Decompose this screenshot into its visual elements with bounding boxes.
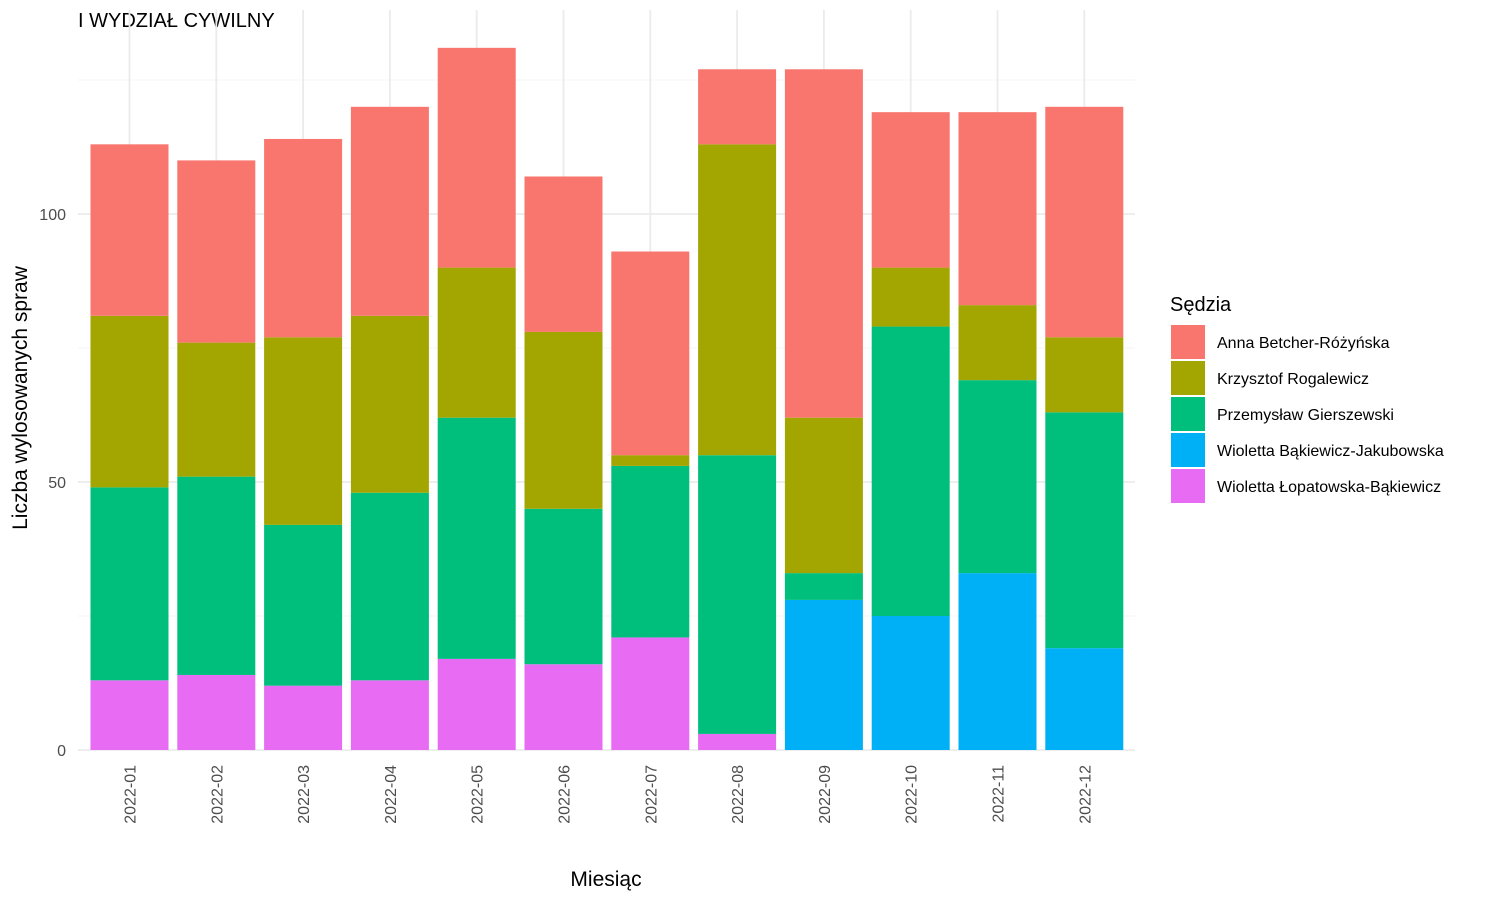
bar-segment	[524, 331, 603, 509]
bar-segment	[1045, 337, 1124, 413]
bar-segment	[264, 685, 343, 750]
y-tick-label: 50	[48, 475, 66, 492]
bar-segment	[784, 599, 863, 750]
bar-segment	[698, 733, 777, 750]
legend-label: Krzysztof Rogalewicz	[1217, 371, 1369, 388]
bar-segment	[698, 455, 777, 734]
x-tick-label: 2022-03	[296, 765, 313, 824]
y-axis-title: Liczba wylosowanych spraw	[9, 265, 32, 530]
bar-segment	[958, 380, 1037, 574]
x-tick-label: 2022-02	[209, 765, 226, 824]
bar-segment	[90, 487, 169, 681]
bar-segment	[437, 267, 516, 418]
x-axis-title: Miesiąc	[570, 868, 641, 891]
bar-segment	[611, 637, 690, 750]
legend-swatch	[1171, 397, 1205, 431]
legend-swatch	[1171, 325, 1205, 359]
legend-label: Wioletta Bąkiewicz-Jakubowska	[1217, 443, 1444, 460]
x-tick-label: 2022-06	[557, 765, 574, 824]
bar-segment	[177, 160, 256, 343]
x-tick-label: 2022-04	[383, 765, 400, 824]
bar-segment	[350, 106, 429, 316]
legend-swatch	[1171, 469, 1205, 503]
bar-segment	[871, 326, 950, 616]
bar-segment	[350, 680, 429, 750]
bar-segment	[264, 337, 343, 525]
bar-segment	[698, 69, 777, 145]
bar-segment	[958, 305, 1037, 381]
legend-label: Wioletta Łopatowska-Bąkiewicz	[1217, 479, 1441, 496]
bar-segment	[784, 69, 863, 418]
bar-segment	[1045, 412, 1124, 649]
bar-segment	[611, 251, 690, 456]
bar-segment	[437, 658, 516, 750]
legend: Sędzia Anna Betcher-Różyńska Krzysztof Ro…	[1170, 294, 1444, 503]
legend-swatch	[1171, 361, 1205, 395]
bar-segment	[611, 455, 690, 466]
bar-segment	[177, 674, 256, 750]
bar-segment	[698, 144, 777, 456]
x-tick-label: 2022-10	[904, 765, 921, 824]
x-tick-label: 2022-07	[643, 765, 660, 824]
bar-segment	[1045, 106, 1124, 338]
bar-segment	[871, 616, 950, 750]
x-tick-label: 2022-05	[470, 765, 487, 824]
bar-segment	[177, 342, 256, 477]
bar-segment	[264, 524, 343, 686]
bar-segment	[784, 417, 863, 574]
bar-segment	[871, 267, 950, 327]
bar-segment	[958, 112, 1037, 306]
x-tick-label: 2022-09	[817, 765, 834, 824]
bar-segment	[350, 315, 429, 493]
bar-segment	[90, 680, 169, 750]
legend-label: Przemysław Gierszewski	[1217, 407, 1394, 424]
bar-segment	[437, 417, 516, 659]
bar-segment	[177, 476, 256, 675]
bar-segment	[611, 465, 690, 638]
bar-segment	[524, 176, 603, 332]
legend-label: Anna Betcher-Różyńska	[1217, 335, 1390, 352]
bar-segment	[871, 112, 950, 268]
x-tick-label: 2022-12	[1077, 765, 1094, 824]
legend-swatch	[1171, 433, 1205, 467]
y-tick-label: 0	[57, 743, 66, 760]
bar-segment	[524, 508, 603, 665]
bars	[90, 47, 1124, 750]
legend-title: Sędzia	[1170, 294, 1232, 316]
x-tick-label: 2022-08	[730, 765, 747, 824]
bar-segment	[1045, 648, 1124, 750]
y-tick-label: 100	[39, 207, 66, 224]
bar-segment	[350, 492, 429, 681]
x-axis-ticks: 2022-01 2022-02 2022-03 2022-04 2022-05 2022-…	[123, 765, 1095, 824]
x-tick-label: 2022-01	[123, 765, 140, 824]
bar-segment	[90, 144, 169, 316]
bar-segment	[90, 315, 169, 488]
chart-title: I WYDZIAŁ CYWILNY	[78, 10, 275, 32]
x-tick-label: 2022-11	[991, 765, 1008, 823]
bar-segment	[784, 573, 863, 600]
bar-segment	[524, 664, 603, 750]
bar-segment	[958, 573, 1037, 750]
bar-segment	[437, 47, 516, 268]
bar-segment	[264, 138, 343, 338]
y-axis-ticks: 0 50 100	[39, 207, 66, 760]
